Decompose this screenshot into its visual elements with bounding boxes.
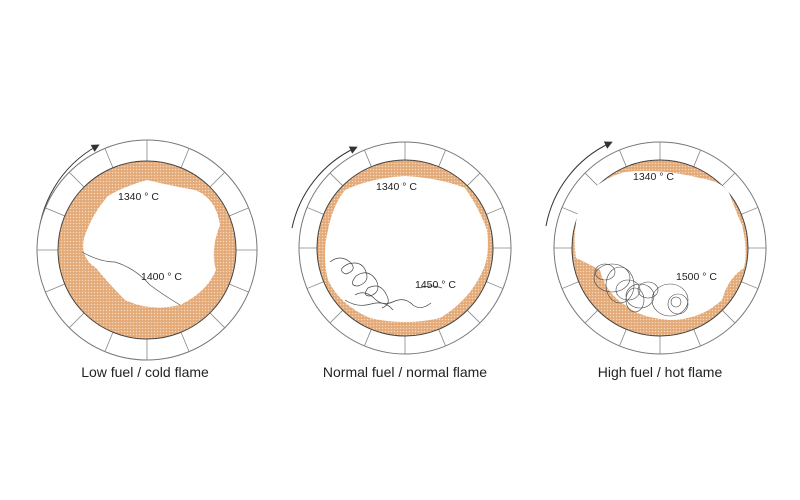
caption-normal-fuel: Normal fuel / normal flame [322, 364, 488, 380]
kiln-high-fuel: 1340 ° C 1500 ° C [545, 141, 767, 355]
temp-flame-label: 1450 ° C [415, 279, 456, 291]
rotation-arrow [291, 146, 358, 229]
brick-segment-line [584, 308, 600, 324]
brick-segment-line [720, 308, 736, 324]
kiln-normal-fuel: 1340 ° C 1450 ° C [291, 141, 512, 355]
brick-segment-line [208, 311, 226, 329]
kiln-cavity [325, 176, 488, 322]
brick-segment-line [179, 330, 190, 352]
brick-segment-line [45, 282, 67, 293]
temp-flame-label: 1400 ° C [141, 271, 182, 283]
brick-segment-line [329, 172, 345, 188]
brick-segment-line [329, 308, 345, 324]
temp-top-label: 1340 ° C [376, 181, 417, 193]
brick-segment-line [720, 172, 736, 188]
brick-segment-line [739, 280, 759, 289]
brick-segment-line [692, 327, 701, 347]
brick-segments [299, 142, 511, 354]
brick-segment-line [465, 172, 481, 188]
brick-segments [37, 140, 257, 360]
brick-segment-line [561, 280, 581, 289]
brick-segment-line [619, 149, 628, 169]
brick-segment-line [208, 171, 226, 189]
brick-segment-line [437, 327, 446, 347]
brick-segment-line [306, 207, 326, 216]
brick-segment-line [619, 327, 628, 347]
kiln-cavity [574, 170, 746, 320]
temp-top-label: 1340 ° C [633, 171, 674, 183]
brick-segment-line [227, 207, 249, 218]
brick-segment-line [179, 148, 190, 170]
brick-segment-line [437, 149, 446, 169]
rotation-arrow [545, 141, 613, 227]
flame-line [81, 251, 181, 306]
kiln-cavity [83, 180, 220, 308]
brick-segment-line [692, 149, 701, 169]
brick-segment-line [104, 148, 115, 170]
brick-segment-line [306, 280, 326, 289]
brick-segment-line [364, 327, 373, 347]
brick-segment-line [364, 149, 373, 169]
caption-high-fuel: High fuel / hot flame [597, 364, 723, 380]
brick-segment-line [484, 280, 504, 289]
brick-segment-line [104, 330, 115, 352]
brick-segment-line [561, 207, 581, 216]
flame-swirls [329, 257, 443, 311]
temp-flame-label: 1500 ° C [676, 271, 717, 283]
brick-segment-line [465, 308, 481, 324]
brick-segment-line [739, 207, 759, 216]
kiln-low-fuel: 1340 ° C 1400 ° C [36, 139, 258, 361]
brick-segment-line [584, 172, 600, 188]
caption-low-fuel: Low fuel / cold flame [81, 364, 209, 380]
flame-swirls [593, 263, 689, 317]
brick-segment-line [68, 171, 86, 189]
brick-segments [554, 142, 766, 354]
brick-segment-line [227, 282, 249, 293]
brick-segment-line [68, 311, 86, 329]
brick-segment-line [45, 207, 67, 218]
brick-segment-line [484, 207, 504, 216]
temp-top-label: 1340 ° C [118, 191, 159, 203]
